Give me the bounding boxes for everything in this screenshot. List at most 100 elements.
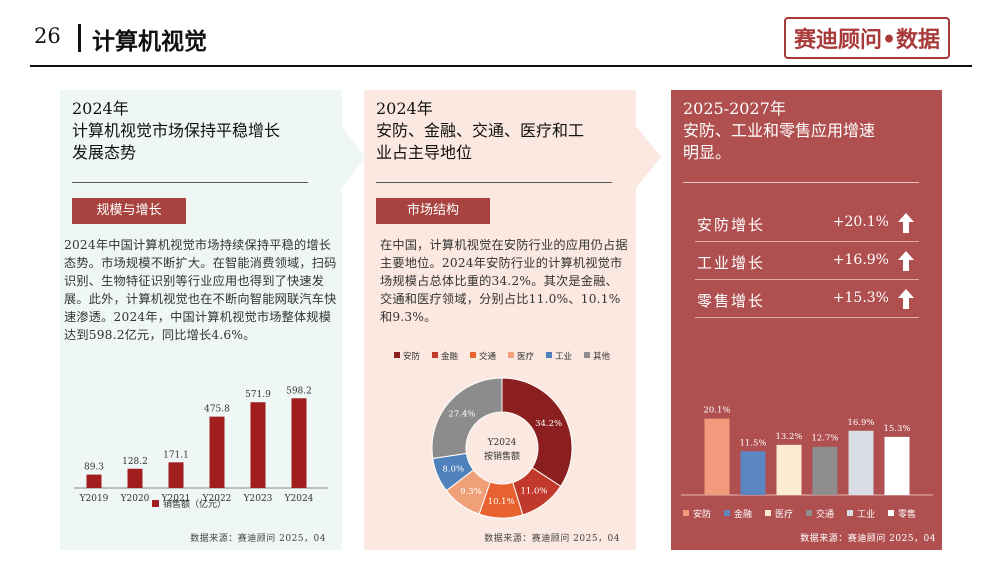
panel-scale-growth: 2024年 计算机视觉市场保持平稳增长 发展态势 规模与增长 2024年中国计算… <box>60 90 342 550</box>
legend-swatch <box>394 352 400 358</box>
page-title: 计算机视觉 <box>92 28 207 55</box>
legend-swatch <box>432 352 438 358</box>
bar <box>848 430 874 495</box>
panel2-arrow <box>635 125 661 189</box>
tick-label: Y2020 <box>120 494 150 504</box>
data-label: 20.1% <box>703 406 730 416</box>
legend-label: 交通 <box>816 508 834 520</box>
panel2-title-line2: 安防、金融、交通、医疗和工 <box>376 121 585 140</box>
growth-row-industry: 工业增长 +16.9% <box>695 246 919 280</box>
page-number: 26 <box>34 24 61 48</box>
panel3-title: 2025-2027年 安防、工业和零售应用增速 明显。 <box>683 98 943 164</box>
growth-label: 零售增长 <box>697 292 766 310</box>
data-label: 11.5% <box>739 438 766 448</box>
panel1-title-line1: 2024年 <box>72 99 129 118</box>
growth-value: +16.9% <box>832 252 889 268</box>
panel3-divider <box>683 182 919 183</box>
panel2-title-line1: 2024年 <box>376 99 433 118</box>
up-arrow-icon <box>898 289 914 309</box>
panel1-arrow <box>341 125 365 189</box>
brand-logo: 赛迪顾问•数据 <box>783 17 950 59</box>
panel1-title-line2: 计算机视觉市场保持平稳增长 <box>72 121 281 140</box>
legend-swatch <box>765 510 771 516</box>
market-structure-donut-chart: 安防 金融 交通 医疗 工业 其他 34.2% 11.0% 10.1% 9.3% 8.0% 27.4%… <box>394 351 611 519</box>
panel3-title-line3: 明显。 <box>683 143 732 162</box>
growth-row-security: 安防增长 +20.1% <box>695 208 919 242</box>
data-label: 598.2 <box>286 386 312 396</box>
legend-swatch <box>724 510 730 516</box>
legend-swatch <box>806 510 812 516</box>
panel2-divider <box>376 182 612 183</box>
growth-bar-chart: 20.1% 安防 11.5% 金融 13.2% 医疗 12.7% 交通 16.9% 工业 15.3%… <box>681 406 933 520</box>
donut-center-label: 按销售额 <box>484 450 520 462</box>
data-label: 11.0% <box>520 486 547 496</box>
growth-value: +20.1% <box>832 214 889 230</box>
panel1-text: 2024年中国计算机视觉市场持续保持平稳的增长态势。市场规模不断扩大。在智能消费… <box>64 238 337 342</box>
legend-label: 交通 <box>479 351 497 362</box>
up-arrow-icon <box>898 213 914 233</box>
data-label: 8.0% <box>442 465 464 475</box>
legend-swatch <box>546 352 552 358</box>
bar <box>168 462 184 488</box>
data-label: 27.4% <box>448 409 475 419</box>
panel1-tag: 规模与增长 <box>72 198 186 224</box>
data-label: 128.2 <box>122 457 148 467</box>
legend-label: 金融 <box>441 351 459 362</box>
tick-label: Y2021 <box>161 494 191 504</box>
data-label: 12.7% <box>811 434 838 444</box>
bar <box>704 418 730 495</box>
data-label: 171.1 <box>163 450 189 460</box>
legend-label: 安防 <box>693 508 711 520</box>
growth-row-retail: 零售增长 +15.3% <box>695 284 919 318</box>
legend-swatch <box>508 352 514 358</box>
legend-swatch <box>888 510 894 516</box>
header-rule <box>30 65 972 67</box>
panel1-source: 数据来源：赛迪顾问 2025，04 <box>190 534 326 544</box>
legend-label: 工业 <box>555 351 572 362</box>
panel2-title-line3: 业占主导地位 <box>376 143 473 162</box>
bar <box>884 436 910 495</box>
legend-label: 销售额（亿元） <box>163 498 226 510</box>
growth-label: 工业增长 <box>697 254 766 272</box>
data-label: 9.3% <box>460 487 482 497</box>
legend-label: 金融 <box>734 508 752 520</box>
legend-swatch <box>584 352 590 358</box>
data-label: 16.9% <box>847 418 874 428</box>
data-label: 89.3 <box>84 463 104 473</box>
legend-label: 医疗 <box>517 351 535 362</box>
data-label: 34.2% <box>535 419 562 429</box>
data-label: 10.1% <box>488 497 515 507</box>
panel3-title-line1: 2025-2027年 <box>683 99 786 118</box>
panel3-source: 数据来源：赛迪顾问 2025，04 <box>800 534 936 544</box>
growth-value: +15.3% <box>832 290 889 306</box>
legend-label: 零售 <box>898 508 916 520</box>
growth-label: 安防增长 <box>697 216 766 234</box>
panel1-title-line3: 发展态势 <box>72 143 137 162</box>
panel1-divider <box>72 182 308 183</box>
bar <box>812 446 838 495</box>
panel3-title-line2: 安防、工业和零售应用增速 <box>683 121 876 140</box>
tick-label: Y2024 <box>284 494 314 504</box>
tick-label: Y2023 <box>243 494 273 504</box>
header: 26 计算机视觉 赛迪顾问•数据 <box>0 0 1000 67</box>
panel-market-structure: 2024年 安防、金融、交通、医疗和工 业占主导地位 市场结构 在中国，计算机视… <box>364 90 636 550</box>
panel2-text: 在中国，计算机视觉在安防行业的应用仍占据主要地位。2024年安防行业的计算机视觉… <box>380 238 628 324</box>
legend-swatch <box>152 500 159 507</box>
bar <box>86 474 102 488</box>
up-arrow-icon <box>898 251 914 271</box>
bar <box>740 451 766 495</box>
data-label: 13.2% <box>775 432 802 442</box>
pie-slice <box>501 377 573 487</box>
pie-slice <box>431 377 503 460</box>
legend-label: 其他 <box>593 351 611 362</box>
bar <box>776 444 802 495</box>
bar <box>209 416 225 488</box>
title-divider <box>78 24 81 52</box>
bar <box>291 398 307 488</box>
panel-growth-forecast: 2025-2027年 安防、工业和零售应用增速 明显。 安防增长 +20.1% … <box>671 90 942 550</box>
legend-swatch <box>470 352 476 358</box>
panel2-title: 2024年 安防、金融、交通、医疗和工 业占主导地位 <box>376 98 636 164</box>
bar <box>127 468 143 488</box>
legend-label: 工业 <box>857 509 875 520</box>
legend-swatch <box>847 510 853 516</box>
